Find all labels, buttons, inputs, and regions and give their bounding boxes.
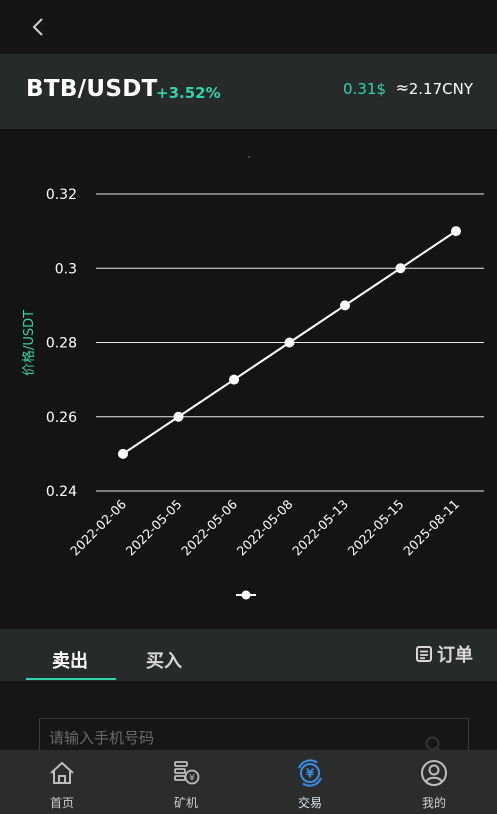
data-point <box>284 337 295 348</box>
data-point <box>229 374 239 385</box>
x-tick-label: 2022-05-08 <box>234 496 296 558</box>
y-tick-label: 0.24 <box>46 484 77 500</box>
orders-button[interactable]: 订单 <box>415 641 473 667</box>
svg-text:¥: ¥ <box>306 767 315 781</box>
pair-header: BTB/USDT +3.52% 0.31$ ≈ 2.17CNY <box>0 54 497 129</box>
y-tick-label: 0.28 <box>46 336 77 352</box>
trade-tabs: 卖出 买入 订单 <box>0 629 497 681</box>
data-point <box>451 226 461 237</box>
data-point <box>340 300 350 311</box>
orders-icon <box>416 646 432 662</box>
svg-text:¥: ¥ <box>189 774 195 784</box>
x-tick-label: 2022-05-13 <box>289 497 351 559</box>
price-usd: 0.31$ <box>343 80 386 98</box>
y-tick-label: 0.3 <box>55 261 77 277</box>
legend-marker <box>241 590 251 600</box>
price-cny: 2.17CNY <box>408 80 473 98</box>
nav-miner[interactable]: ¥ 矿机 <box>124 750 248 814</box>
price-chart: 0.24 0.26 0.28 0.3 0.32 价格/USDT 2022-02-06 2022… <box>0 129 497 629</box>
profile-icon <box>421 760 447 786</box>
data-point <box>173 411 184 422</box>
bottom-nav: 首页 ¥ 矿机 ¥ 交易 我的 <box>0 750 497 814</box>
nav-trade[interactable]: ¥ 交易 <box>248 750 372 814</box>
y-tick-label: 0.32 <box>46 187 77 203</box>
tab-buy[interactable]: 买入 <box>146 651 182 672</box>
x-tick-label: 2022-05-06 <box>178 496 240 558</box>
orders-label: 订单 <box>437 645 473 666</box>
nav-home[interactable]: 首页 <box>0 750 124 814</box>
nav-trade-label: 交易 <box>297 796 322 810</box>
miner-icon: ¥ <box>174 761 200 785</box>
y-axis-label: 价格/USDT <box>21 310 37 376</box>
top-bar <box>0 0 497 54</box>
nav-profile-label: 我的 <box>421 796 446 810</box>
chevron-left-icon[interactable] <box>28 16 50 38</box>
x-tick-label: 2025-08-11 <box>400 497 462 559</box>
nav-profile[interactable]: 我的 <box>372 750 496 814</box>
x-tick-label: 2022-05-05 <box>123 497 185 559</box>
nav-home-label: 首页 <box>49 796 74 810</box>
trade-form <box>0 681 497 758</box>
active-tab-indicator <box>26 678 116 680</box>
tab-sell[interactable]: 卖出 <box>52 651 88 672</box>
x-tick-label: 2022-02-06 <box>67 496 129 558</box>
nav-miner-label: 矿机 <box>173 796 198 810</box>
line-chart: 0.240.260.280.30.32价格/USDT2022-02-062022… <box>21 156 484 600</box>
pair-name: BTB/USDT <box>26 76 158 102</box>
x-tick-label: 2022-05-15 <box>345 497 407 559</box>
approx-sign: ≈ <box>395 78 409 97</box>
chart-top-marker <box>248 156 250 158</box>
trade-icon: ¥ <box>298 759 322 787</box>
data-point <box>395 263 406 274</box>
data-point <box>118 448 128 459</box>
home-icon <box>50 761 74 784</box>
pair-change: +3.52% <box>156 84 221 102</box>
y-tick-label: 0.26 <box>46 410 77 426</box>
